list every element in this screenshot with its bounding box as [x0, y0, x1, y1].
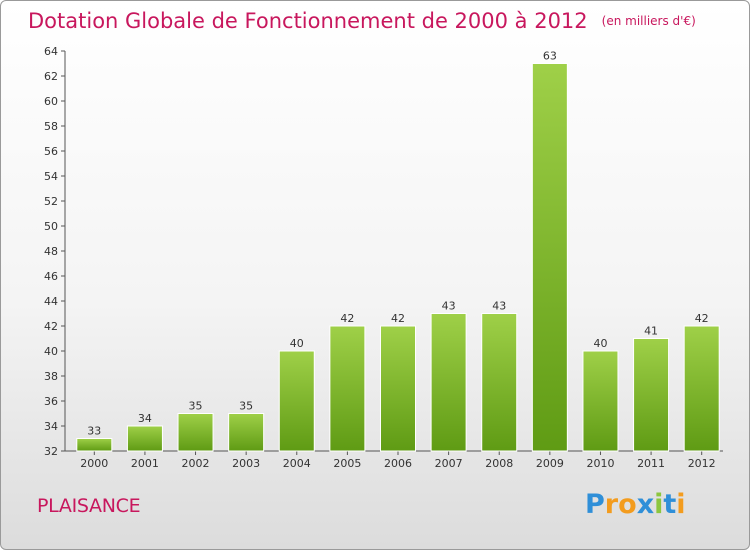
bar-value-label: 42	[695, 312, 709, 325]
y-tick-label: 32	[44, 445, 58, 458]
x-tick-label: 2010	[586, 457, 614, 470]
chart-title-text: Dotation Globale de Fonctionnement de 20…	[28, 9, 588, 33]
bar	[481, 313, 518, 452]
logo-letter: i	[654, 489, 664, 520]
y-tick-label: 58	[44, 120, 58, 133]
x-tick-label: 2005	[333, 457, 361, 470]
y-tick-label: 46	[44, 270, 58, 283]
bar	[126, 425, 163, 452]
logo-letter: t	[663, 489, 677, 520]
y-tick-label: 48	[44, 245, 58, 258]
y-tick-label: 44	[44, 295, 58, 308]
bar-value-label: 42	[391, 312, 405, 325]
x-tick-label: 2001	[131, 457, 159, 470]
proxiti-logo: Proxiti	[585, 489, 686, 520]
logo-letter: x	[636, 489, 655, 520]
y-tick-label: 38	[44, 370, 58, 383]
chart-title: Dotation Globale de Fonctionnement de 20…	[28, 9, 696, 33]
x-tick-label: 2009	[536, 457, 564, 470]
x-tick-label: 2000	[80, 457, 108, 470]
y-tick-label: 64	[44, 45, 58, 58]
bar-value-label: 35	[189, 400, 203, 413]
y-tick-label: 56	[44, 145, 58, 158]
x-tick-label: 2006	[384, 457, 412, 470]
logo-letter: i	[676, 489, 686, 520]
bar-value-label: 35	[239, 400, 253, 413]
bar	[278, 350, 315, 452]
place-name: PLAISANCE	[37, 495, 141, 517]
x-tick-label: 2012	[688, 457, 716, 470]
bar	[582, 350, 619, 452]
x-tick-label: 2011	[637, 457, 665, 470]
bar	[633, 338, 670, 452]
y-tick-label: 36	[44, 395, 58, 408]
bar-value-label: 34	[138, 412, 152, 425]
y-tick-label: 34	[44, 420, 58, 433]
y-tick-label: 42	[44, 320, 58, 333]
bar-value-label: 43	[442, 300, 456, 313]
bar	[430, 313, 467, 452]
y-tick-label: 40	[44, 345, 58, 358]
bar-value-label: 33	[87, 425, 101, 438]
bar-value-label: 40	[593, 337, 607, 350]
bar	[380, 325, 416, 452]
bar-value-label: 43	[492, 300, 506, 313]
x-tick-label: 2007	[435, 457, 463, 470]
bar	[329, 325, 366, 452]
x-tick-label: 2003	[232, 457, 260, 470]
logo-letter: r	[604, 489, 619, 520]
x-tick-label: 2002	[182, 457, 210, 470]
bar	[531, 63, 568, 452]
x-tick-label: 2004	[283, 457, 311, 470]
bar-value-label: 40	[290, 337, 304, 350]
y-tick-label: 52	[44, 195, 58, 208]
y-tick-label: 60	[44, 95, 58, 108]
y-tick-label: 50	[44, 220, 58, 233]
bar	[177, 413, 214, 452]
bar-value-label: 42	[340, 312, 354, 325]
logo-letter: o	[618, 489, 637, 520]
y-tick-label: 62	[44, 70, 58, 83]
unit-note: (en milliers d'€)	[601, 14, 696, 28]
bar	[76, 438, 113, 452]
bar-value-label: 41	[644, 325, 658, 338]
bar-value-label: 63	[543, 50, 557, 63]
bar-chart: 32 34 36 38 40 42 44 46 48 50 52 54 56 58 60 62 64 2000 20…	[44, 45, 723, 470]
y-tick-label: 54	[44, 170, 58, 183]
bar	[683, 325, 720, 452]
logo-letter: P	[585, 489, 605, 520]
x-tick-label: 2008	[485, 457, 513, 470]
bar	[228, 413, 265, 452]
